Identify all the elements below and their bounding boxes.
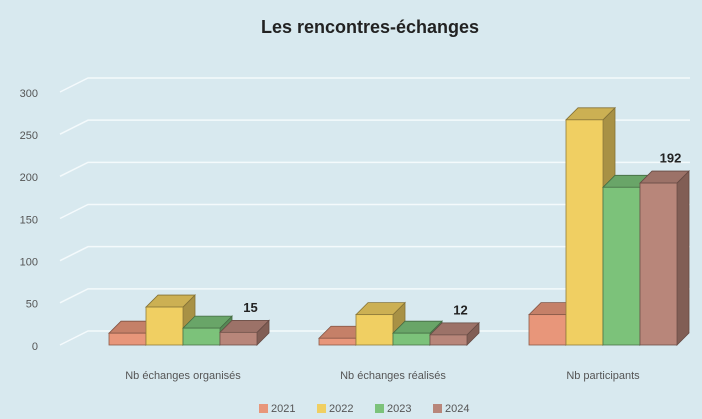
x-tick-label: Nb participants — [566, 370, 640, 382]
bar — [108, 332, 147, 346]
bar — [639, 182, 678, 346]
legend-label: 2021 — [271, 403, 295, 415]
bar — [355, 314, 394, 346]
bar — [602, 186, 641, 346]
y-tick-label: 100 — [20, 257, 38, 269]
grid-line — [59, 203, 690, 220]
y-tick-label: 150 — [20, 214, 38, 226]
legend-label: 2022 — [329, 403, 353, 415]
bar-side — [676, 170, 690, 346]
bar — [318, 337, 357, 346]
grid-line — [59, 288, 690, 304]
y-tick-label: 200 — [20, 172, 38, 184]
y-tick-label: 0 — [32, 341, 38, 353]
value-label: 15 — [243, 300, 257, 315]
legend-swatch — [375, 404, 384, 413]
grid-line — [59, 161, 690, 178]
legend-label: 2024 — [445, 403, 469, 415]
y-tick-label: 250 — [20, 130, 38, 142]
legend-label: 2023 — [387, 403, 411, 415]
bar — [219, 331, 258, 346]
legend-swatch — [317, 404, 326, 413]
chart-title: Les rencontres-échanges — [261, 17, 479, 37]
grid-line — [59, 77, 690, 93]
bar — [182, 327, 221, 346]
bar — [145, 306, 184, 346]
y-tick-label: 50 — [26, 299, 38, 311]
bar — [565, 119, 604, 346]
bar — [528, 314, 567, 346]
legend-swatch — [433, 404, 442, 413]
x-tick-label: Nb échanges réalisés — [340, 370, 446, 382]
y-tick-label: 300 — [20, 88, 38, 100]
legend-swatch — [259, 404, 268, 413]
bar — [429, 334, 468, 346]
grid-line — [59, 330, 690, 346]
grid-line — [59, 245, 690, 262]
bar — [392, 332, 431, 346]
value-label: 192 — [660, 151, 682, 166]
x-tick-label: Nb échanges organisés — [125, 370, 241, 382]
value-label: 12 — [453, 302, 467, 317]
grid-line — [59, 119, 690, 135]
